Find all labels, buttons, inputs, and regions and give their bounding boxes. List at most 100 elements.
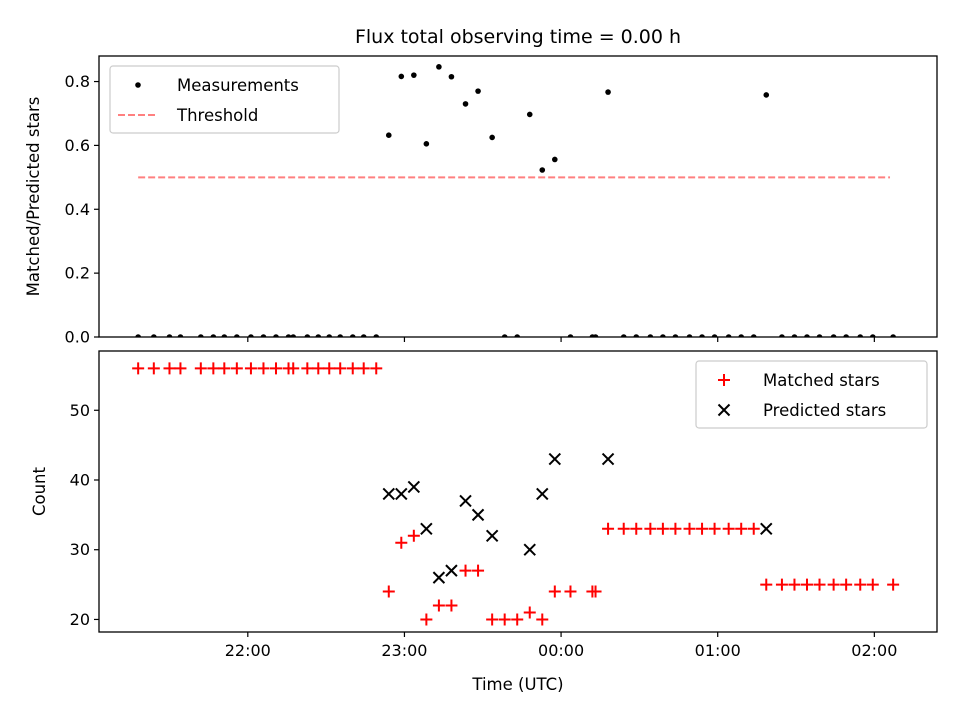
legend: Matched stars Predicted stars <box>695 360 928 429</box>
legend-swatch <box>135 82 141 88</box>
data-point <box>269 362 282 375</box>
data-point <box>779 334 785 337</box>
data-point <box>210 334 217 337</box>
y-tick-label: 0.2 <box>65 264 90 283</box>
data-point <box>373 334 380 337</box>
data-point <box>548 452 562 466</box>
x-tick-label: 22:00 <box>225 641 271 660</box>
data-point <box>775 578 788 591</box>
data-point <box>699 334 705 337</box>
series-matched-stars <box>132 362 900 626</box>
legend-swatch <box>717 403 731 417</box>
data-point <box>301 362 314 375</box>
data-point <box>445 564 458 577</box>
data-point <box>804 334 810 337</box>
chart-title: Flux total observing time = 0.00 h <box>355 26 681 48</box>
axes-frame <box>98 55 938 338</box>
data-point <box>813 578 826 591</box>
data-point <box>887 578 900 591</box>
data-point <box>248 334 254 337</box>
data-point <box>536 487 549 501</box>
data-point <box>382 487 395 501</box>
data-point <box>854 578 867 591</box>
data-point <box>346 362 359 375</box>
data-point <box>866 578 879 591</box>
data-point <box>151 334 157 337</box>
x-axis-label: Time (UTC) <box>471 675 563 694</box>
data-point <box>501 334 508 337</box>
data-point <box>788 578 801 591</box>
plot-area <box>135 64 896 337</box>
data-point <box>334 362 347 375</box>
data-point <box>644 522 657 535</box>
y-axis-label: Matched/Predicted stars <box>24 97 43 297</box>
data-point <box>711 334 718 337</box>
data-point <box>420 613 433 626</box>
data-point <box>257 362 270 375</box>
data-point <box>564 585 577 598</box>
legend-frame <box>109 65 340 134</box>
data-point <box>290 334 297 337</box>
data-point <box>486 613 499 626</box>
data-point <box>523 543 536 556</box>
data-point <box>605 89 611 95</box>
data-point <box>163 362 176 375</box>
data-point <box>472 564 485 577</box>
data-point <box>287 362 300 375</box>
data-point <box>260 334 267 337</box>
data-point <box>135 334 141 337</box>
data-point <box>147 362 160 375</box>
plot-area <box>132 362 900 626</box>
x-tick-label: 02:00 <box>851 641 897 660</box>
data-point <box>816 334 823 337</box>
data-point <box>511 613 524 626</box>
data-point <box>337 334 344 337</box>
data-point <box>669 522 682 535</box>
data-point <box>686 334 693 337</box>
data-point <box>840 578 853 591</box>
data-point <box>398 73 405 80</box>
data-point <box>459 564 472 577</box>
data-point <box>234 334 240 337</box>
y-tick-label: 0.0 <box>65 328 90 347</box>
y-tick-label: 40 <box>70 470 90 489</box>
data-point <box>370 362 383 375</box>
data-point <box>725 334 732 337</box>
legend-entry: Threshold <box>176 106 258 125</box>
data-point <box>548 585 561 598</box>
data-point <box>747 522 760 535</box>
data-point <box>567 334 574 337</box>
data-point <box>827 578 840 591</box>
data-point <box>660 334 666 337</box>
legend-swatch <box>718 374 730 386</box>
data-point <box>459 494 472 508</box>
y-tick-label: 30 <box>70 540 90 559</box>
data-point <box>385 132 392 138</box>
legend-entry: Predicted stars <box>763 401 886 420</box>
data-point <box>869 334 876 337</box>
data-point <box>177 334 184 337</box>
data-point <box>890 334 896 337</box>
data-point <box>800 578 813 591</box>
data-point <box>857 334 864 337</box>
data-point <box>304 334 311 337</box>
data-point <box>395 487 408 501</box>
legend: Measurements Threshold <box>109 65 340 134</box>
data-point <box>735 522 748 535</box>
data-point <box>763 92 770 98</box>
data-point <box>166 334 173 337</box>
data-point <box>589 585 602 598</box>
legend-entry: Matched stars <box>763 371 880 390</box>
data-point <box>315 334 322 337</box>
data-point <box>656 522 669 535</box>
data-point <box>498 613 511 626</box>
data-point <box>475 88 481 94</box>
data-point <box>539 167 546 173</box>
data-point <box>207 362 220 375</box>
data-point <box>395 536 408 549</box>
x-tick-label: 00:00 <box>538 641 584 660</box>
data-point <box>633 334 640 337</box>
data-point <box>432 571 446 584</box>
data-point <box>349 334 356 337</box>
